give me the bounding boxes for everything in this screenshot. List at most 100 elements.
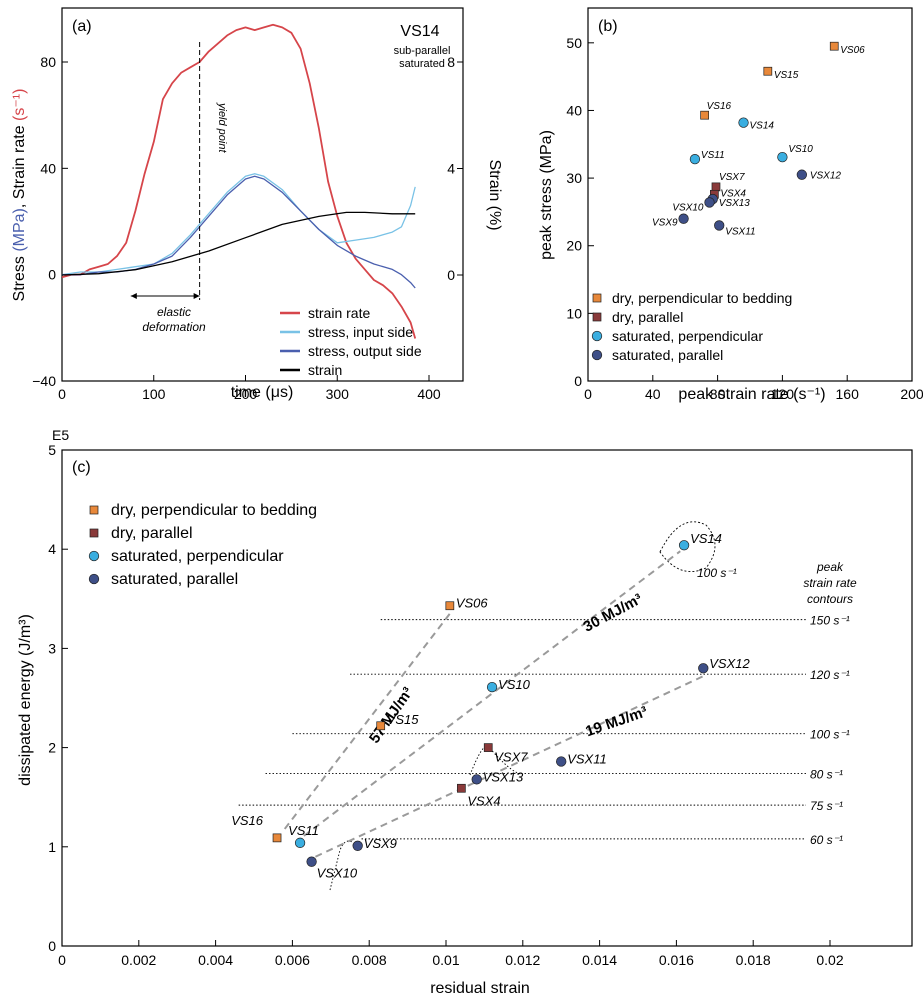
panel-c-contour-label: 150 s⁻¹ — [810, 614, 850, 628]
panel-b-point — [689, 154, 701, 165]
panel-b-ytick-label: 30 — [566, 170, 582, 186]
panel-c-contour-label: 120 s⁻¹ — [810, 668, 850, 682]
panel-a-series-stress_output — [62, 175, 416, 289]
panel-b-point-label: VSX13 — [719, 198, 751, 209]
panel-c-vs14-circle — [659, 521, 716, 572]
panel-b-point-label: VSX9 — [652, 218, 678, 229]
panel-c-legend-label: saturated, perpendicular — [111, 548, 284, 565]
panel-c-contour-header: peak — [816, 560, 844, 574]
panel-b-xtick-label: 120 — [771, 386, 795, 402]
panel-b-point-label: VS14 — [750, 121, 775, 132]
panel-a-elastic-text: elastic — [157, 305, 191, 319]
panel-c-point-label: VSX12 — [709, 656, 750, 671]
panel-b-point-label: VS11 — [701, 150, 725, 161]
panel-c-legend-marker — [88, 573, 100, 585]
panel-c-point-label: VSX11 — [567, 751, 607, 766]
panel-b-point — [829, 41, 839, 51]
panel-c-legend-label: dry, parallel — [111, 525, 193, 542]
panel-c-contour-header: strain rate — [803, 576, 857, 590]
panel-b-ylabel: peak stress (MPa) — [538, 130, 555, 260]
panel-c-legend-label: dry, perpendicular to bedding — [111, 502, 317, 519]
panel-c-point-label: VS10 — [498, 677, 531, 692]
panel-a-xtick-label: 400 — [417, 386, 441, 402]
panel-a-xtick-label: 200 — [234, 386, 258, 402]
panel-c-xtick-label: 0.01 — [432, 952, 459, 968]
panel-c-ytick-label: 5 — [48, 442, 56, 458]
panel-a-ylabel-part: (s⁻¹) — [11, 89, 28, 121]
panel-a-subtitle: sub-parallel — [394, 45, 451, 57]
panel-b-xtick-label: 160 — [836, 386, 860, 402]
panel-c-point-label: VS06 — [456, 596, 489, 611]
panel-a-ytick-label: 80 — [40, 54, 56, 70]
panel-a-legend-label: strain — [308, 362, 342, 378]
panel-c-ytick-label: 1 — [48, 839, 56, 855]
panel-c-xtick-label: 0.012 — [505, 952, 540, 968]
panel-a-ylabel-part: , Strain rate — [11, 121, 28, 208]
panel-c-xtick-label: 0.018 — [736, 952, 771, 968]
panel-a-elastic-arrowhead — [130, 293, 137, 299]
panel-b-point — [777, 151, 788, 163]
panel-b-point-label: VSX10 — [672, 202, 704, 213]
panel-c-ytick-label: 2 — [48, 740, 56, 756]
panel-c-xtick-label: 0 — [58, 952, 66, 968]
panel-c-label: (c) — [72, 459, 91, 476]
panel-a-elastic-arrowhead — [193, 293, 200, 299]
panel-c-legend-marker — [89, 528, 99, 538]
panel-c-slope-label: 30 MJ/m³ — [581, 590, 646, 635]
panel-b-label: (b) — [598, 18, 618, 35]
panel-c-point — [445, 601, 455, 611]
panel-b-point — [711, 182, 721, 192]
panel-a-ytick-label: −40 — [32, 373, 56, 389]
panel-c-point-label: VS14 — [690, 531, 722, 546]
panel-b-ytick-label: 50 — [566, 35, 582, 51]
panel-c-contour-label-100: 100 s⁻¹ — [697, 566, 737, 580]
panel-c-point-label: VS16 — [231, 813, 264, 828]
panel-c-point-label: VSX4 — [467, 793, 500, 808]
panel-b-point — [763, 66, 773, 76]
panel-a-series-strain_rate — [61, 23, 417, 339]
panel-b-ytick-label: 0 — [574, 373, 582, 389]
panel-a-xtick-label: 300 — [326, 386, 350, 402]
panel-c-point — [486, 681, 498, 693]
panel-a-y2tick-label: 0 — [447, 267, 455, 283]
panel-b-ytick-label: 20 — [566, 238, 582, 254]
panel-b-xlabel: peak strain rate (s⁻¹) — [678, 386, 825, 403]
panel-c-contour-header: contours — [807, 592, 853, 606]
panel-a-frame — [61, 7, 464, 382]
panel-c-point-label: VS11 — [288, 823, 319, 838]
panel-b-legend-marker — [592, 293, 602, 303]
panel-a-y2label: Strain (%) — [486, 159, 503, 230]
panel-c-slope-line — [283, 613, 451, 830]
panel-c-xtick-label: 0.02 — [816, 952, 843, 968]
panel-c-point — [376, 721, 386, 731]
panel-c-point-label: VSX9 — [364, 836, 397, 851]
panel-c-xtick-label: 0.002 — [121, 952, 156, 968]
panel-a-xlabel: time (μs) — [231, 384, 294, 401]
panel-c-xtick-label: 0.014 — [582, 952, 617, 968]
panel-b-xtick-label: 80 — [710, 386, 726, 402]
panel-b: (b) 0 40 80 120 160 200 0 10 20 30 40 50 peak strain … — [538, 7, 923, 403]
panel-c-xtick-label: 0.008 — [352, 952, 387, 968]
panel-b-legend-label: dry, parallel — [612, 309, 683, 325]
panel-c-point — [556, 756, 567, 767]
panel-c: (c)E5 0 0.002 0.004 0.006 0.008 0.01 0.012 0.014… — [17, 427, 913, 997]
panel-c-contour-label: 60 s⁻¹ — [810, 833, 843, 847]
panel-a-subtitle: saturated — [399, 58, 445, 70]
panel-a-xtick-label: 100 — [142, 386, 166, 402]
panel-c-multiplier: E5 — [52, 427, 69, 443]
panel-b-legend-label: dry, perpendicular to bedding — [612, 290, 792, 306]
panel-a-ylabel-part: (MPa) — [11, 208, 28, 252]
panel-c-xtick-label: 0.006 — [275, 952, 310, 968]
panel-c-contour-label: 75 s⁻¹ — [810, 799, 843, 813]
panel-c-point — [352, 840, 363, 851]
panel-c-point-label: VS15 — [387, 712, 420, 727]
panel-c-point — [457, 783, 466, 793]
panel-a-ytick-label: 40 — [40, 160, 56, 176]
panel-b-legend-marker — [591, 330, 603, 342]
panel-c-point — [698, 663, 709, 674]
panel-c-ylabel: dissipated energy (J/m³) — [17, 614, 34, 786]
panel-b-legend-label: saturated, parallel — [612, 347, 723, 363]
panel-c-ytick-label: 0 — [48, 938, 56, 954]
panel-a-ylabel: Stress (MPa), Strain rate (s⁻¹) — [11, 89, 28, 302]
